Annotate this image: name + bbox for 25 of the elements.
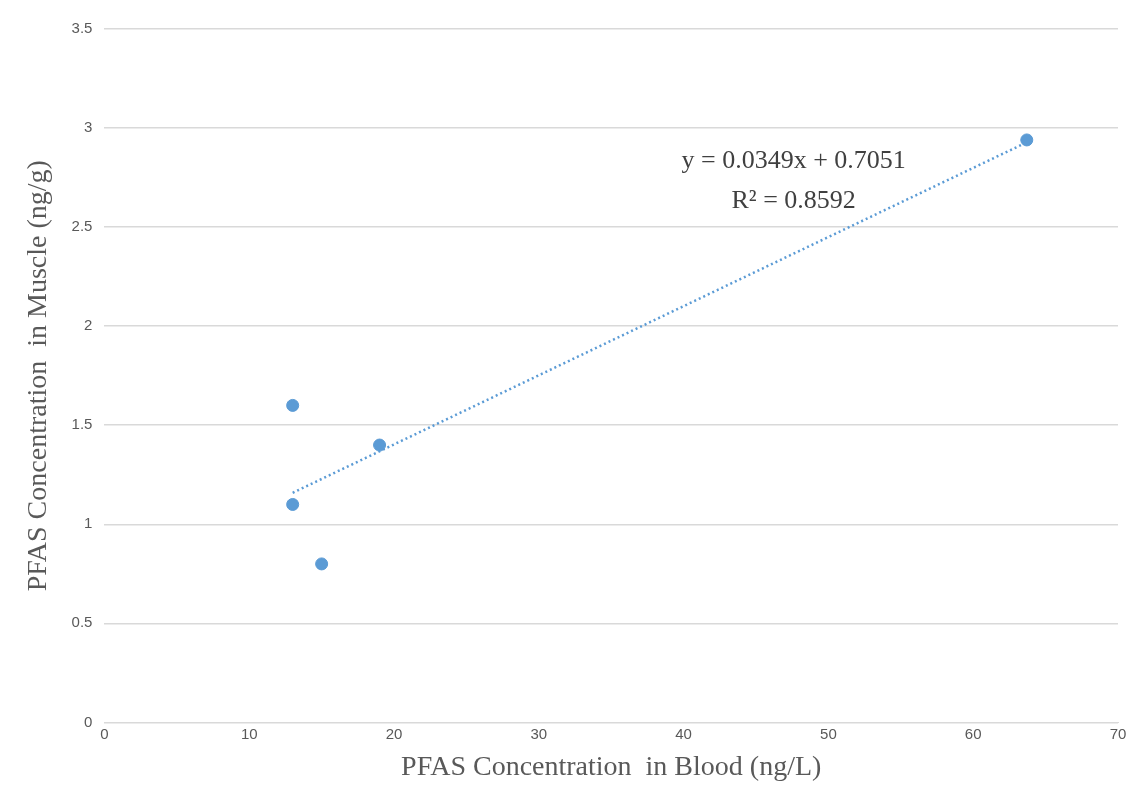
x-tick-label: 50 [820,724,837,742]
y-tick-label: 0.5 [71,613,93,631]
x-tick-label: 10 [240,724,258,742]
x-tick-label: 40 [675,724,692,742]
x-tick-label: 60 [964,724,982,742]
point [315,557,329,571]
x-tick-label: 70 [1109,724,1127,742]
point [286,398,300,412]
x-tick-label: 0 [100,724,109,742]
point [286,497,300,511]
y-tick-label: 1.5 [71,415,93,433]
point [1020,133,1034,147]
x-tick-label: 20 [385,724,403,742]
y-tick-label: 1 [84,514,93,532]
point [373,438,387,452]
annotation: R² = 0.8592 [731,184,856,214]
y-axis-title: PFAS Concentration in Muscle (ng/g) [21,160,53,592]
x-axis-title: PFAS Concentration in Blood (ng/L) [401,749,822,781]
annotation: y = 0.0349x + 0.7051 [681,144,906,174]
y-tick-label: 3.5 [71,19,93,37]
y-tick-label: 3 [84,118,93,136]
x-tick-label: 30 [530,724,548,742]
y-tick-label: 2.5 [71,217,93,235]
y-tick-label: 0 [84,712,93,730]
y-tick-label: 2 [84,316,93,334]
